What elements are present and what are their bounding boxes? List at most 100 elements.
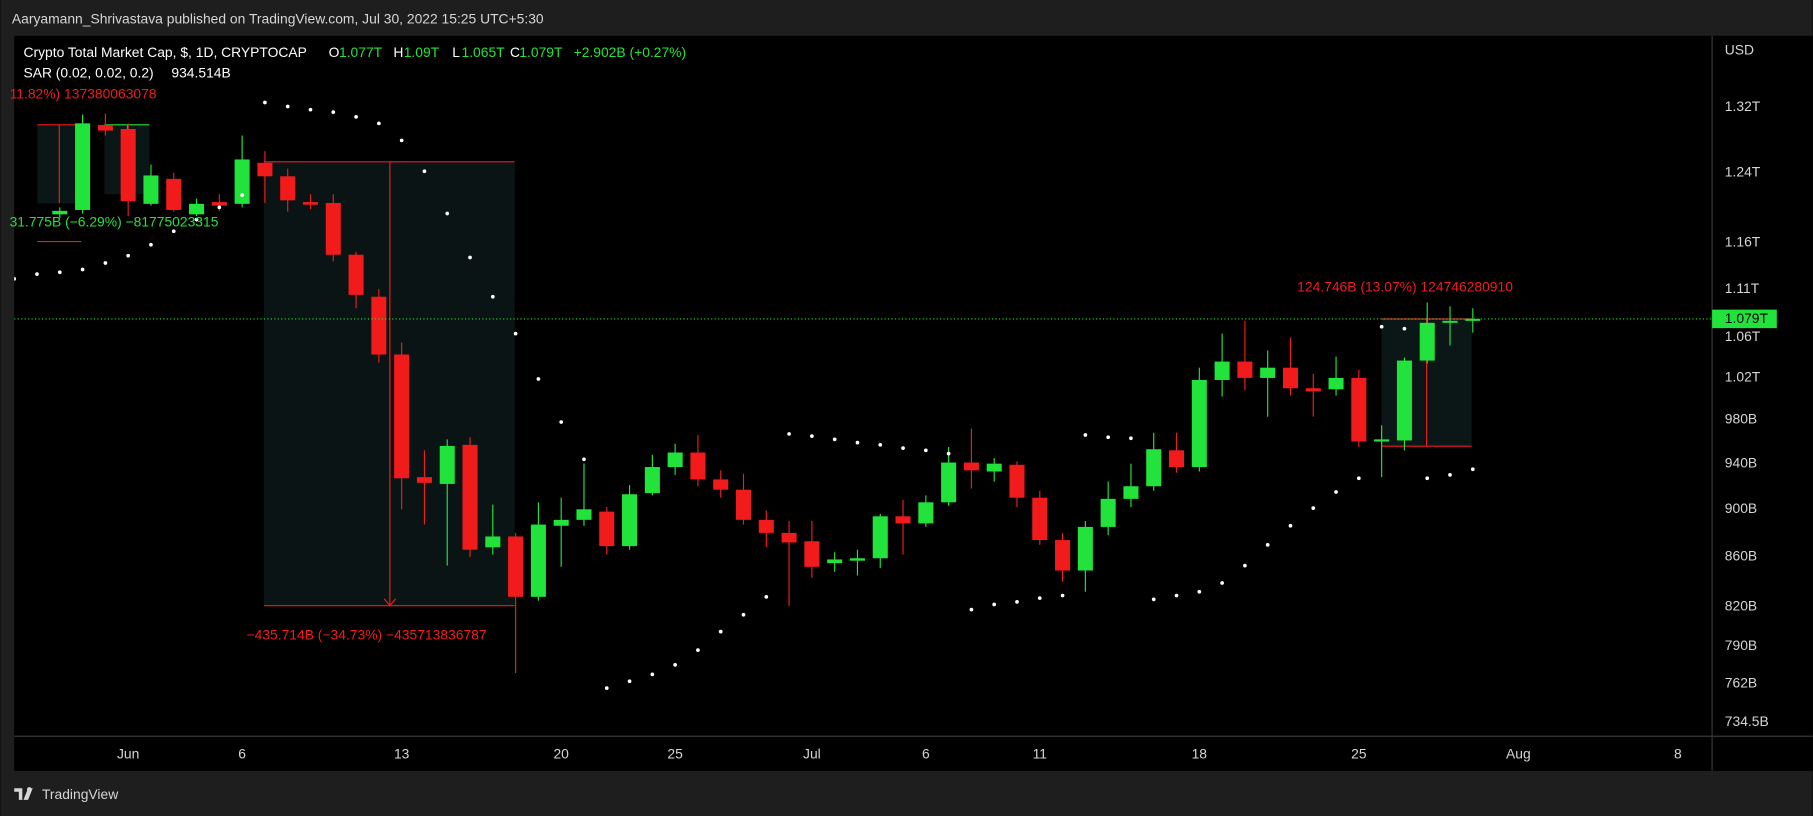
- candle-body: [302, 202, 319, 205]
- x-tick-label: 20: [553, 745, 569, 761]
- sar-dot: [604, 686, 609, 690]
- candle-body: [1055, 540, 1071, 571]
- sar-dot: [1470, 467, 1475, 472]
- candle-body: [1123, 486, 1139, 499]
- candle-body: [52, 210, 68, 215]
- x-tick-label: 25: [1351, 745, 1367, 761]
- currency: USD: [1725, 42, 1754, 58]
- candle-body: [553, 519, 569, 526]
- candle-body: [120, 128, 136, 202]
- logo: TradingView: [14, 786, 119, 802]
- sar-dot: [1015, 600, 1019, 604]
- candle-body: [644, 467, 660, 494]
- sar-dot: [1220, 581, 1224, 585]
- sar-dot: [1265, 543, 1270, 547]
- sar-dot: [650, 672, 655, 677]
- sar-dot: [741, 612, 746, 617]
- sar-dot: [1106, 435, 1111, 440]
- candle-body: [1374, 439, 1390, 442]
- candle-body: [690, 452, 706, 480]
- candle-body: [1351, 377, 1367, 442]
- candle-body: [622, 494, 638, 547]
- candle-body: [394, 354, 410, 479]
- candle-body: [1419, 322, 1435, 361]
- sar-dot: [217, 205, 222, 210]
- y-tick-label: 1.11T: [1725, 280, 1760, 296]
- candle-body: [781, 532, 797, 543]
- sar-dot: [1402, 326, 1407, 331]
- candle-body: [1260, 367, 1276, 378]
- measure-label: 31.775B (−6.29%) −81775023315: [10, 214, 219, 230]
- sar-dot: [969, 607, 974, 612]
- candle-body: [1191, 379, 1207, 468]
- candle-body: [1282, 367, 1298, 389]
- y-tick-label: 734.5B: [1725, 713, 1769, 729]
- candle-body: [280, 176, 296, 201]
- sar-dot: [263, 100, 267, 105]
- logo-icon: [14, 787, 33, 800]
- sar-dot: [1060, 593, 1065, 598]
- y-tick-label: 820B: [1725, 598, 1757, 614]
- sar-dot: [240, 193, 244, 198]
- sar-dot: [399, 138, 404, 143]
- candle-body: [1465, 318, 1481, 321]
- sar-dot: [878, 442, 883, 447]
- legend-value: 1.065T: [462, 44, 506, 60]
- sar-dot: [513, 331, 518, 336]
- candle-body: [1100, 498, 1116, 527]
- candle-body: [804, 541, 820, 567]
- sar-dot: [1197, 589, 1202, 594]
- candle-body: [1032, 497, 1048, 541]
- legend-change: +2.902B (+0.27%): [574, 44, 686, 60]
- candle-body: [758, 519, 774, 533]
- x-tick-label: 13: [394, 745, 410, 761]
- measure-label: −435.714B (−34.73%) −435713836787: [247, 626, 487, 642]
- sar-dot: [194, 217, 199, 222]
- sar-dot: [1243, 563, 1247, 568]
- candle-body: [1009, 464, 1025, 498]
- sar-dot: [308, 107, 313, 112]
- candle-body: [439, 445, 455, 484]
- x-tick-label: 8: [1674, 745, 1682, 761]
- candle-body: [462, 444, 478, 550]
- measure-label: 124.746B (13.07%) 124746280910: [1297, 278, 1513, 294]
- sar-dot: [1037, 596, 1042, 600]
- candle-body: [941, 462, 957, 503]
- sar-dot: [1425, 476, 1430, 481]
- candle-body: [986, 463, 1002, 472]
- sar-dot: [855, 440, 860, 445]
- candle-body: [508, 536, 524, 597]
- plot: [14, 100, 1713, 690]
- candle-body: [211, 202, 227, 206]
- candle-body: [143, 175, 159, 204]
- x-tick-label: Jun: [117, 745, 139, 761]
- candle-body: [1214, 361, 1230, 380]
- sar-dot: [923, 448, 928, 453]
- sar-dot: [627, 679, 632, 684]
- candle-body: [667, 452, 683, 468]
- legend-key: H: [393, 44, 403, 60]
- y-tick-label: 1.32T: [1725, 98, 1761, 114]
- measure-label: 11.82%) 137380063078: [10, 85, 157, 101]
- candle-body: [1169, 450, 1185, 468]
- x-tick-label: 6: [922, 745, 930, 761]
- sar-dot: [946, 451, 951, 456]
- last-price-box: [1712, 309, 1777, 329]
- sar-dot: [1448, 473, 1452, 477]
- y-tick-label: 790B: [1725, 637, 1757, 653]
- sar-dot: [80, 267, 85, 272]
- sar-dot: [57, 270, 62, 275]
- sar-dot: [354, 115, 358, 119]
- byline: Aaryamann_Shrivastava published on Tradi…: [12, 10, 544, 26]
- indicator-value: 934.514B: [171, 65, 230, 81]
- candle-body: [895, 516, 911, 524]
- sar-dot: [171, 229, 176, 234]
- sar-dot: [810, 434, 814, 438]
- sar-dot: [35, 272, 39, 276]
- candle-body: [1328, 377, 1344, 390]
- sar-dot: [1083, 433, 1088, 437]
- x-tick-label: 18: [1192, 745, 1208, 761]
- candle-body: [963, 462, 979, 471]
- sar-dot: [422, 169, 427, 174]
- candle-body: [1442, 320, 1458, 323]
